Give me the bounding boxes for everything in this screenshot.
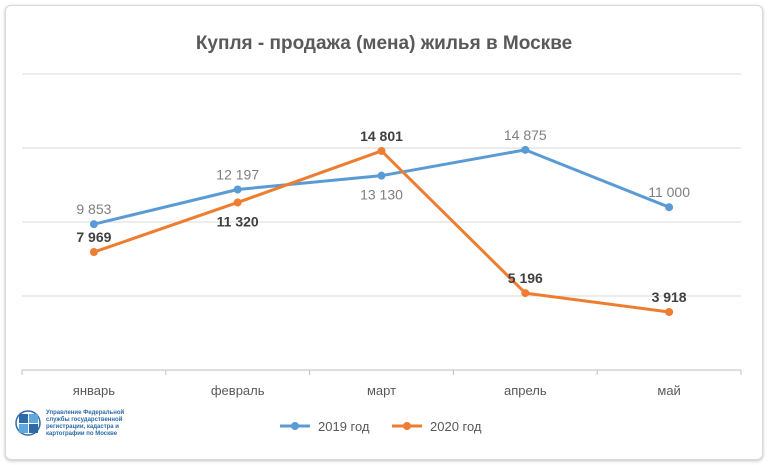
legend-marker	[403, 422, 411, 430]
data-point	[665, 203, 674, 212]
x-tick-label: май	[657, 383, 680, 398]
grid-lines	[22, 73, 741, 297]
data-point	[377, 146, 386, 155]
data-label: 9 853	[76, 201, 111, 217]
x-axis: январь февраль март апрель май	[21, 369, 742, 398]
data-label: 7 969	[76, 229, 111, 245]
series-lines	[89, 145, 674, 317]
data-label: 14 875	[504, 127, 547, 143]
logo-line-1: Управление Федеральной	[46, 409, 125, 416]
x-tick-label: апрель	[504, 383, 547, 398]
data-label: 5 196	[508, 270, 543, 286]
logo-emblem-icon	[15, 410, 41, 436]
chart-frame	[5, 5, 763, 460]
x-tick-label: февраль	[211, 383, 265, 398]
data-point	[89, 248, 98, 257]
data-point	[233, 198, 242, 207]
legend: 2019 год 2020 год	[280, 419, 482, 434]
legend-label: 2019 год	[318, 419, 370, 434]
data-point	[377, 171, 386, 180]
logo-line-4: картографии по Москве	[46, 430, 118, 437]
x-tick-label: март	[367, 383, 396, 398]
data-label: 11 000	[648, 184, 690, 200]
data-labels: 9 853 12 197 13 130 14 875 11 000 7 969 11 320…	[76, 127, 690, 305]
rosreestr-logo: Управление Федеральной службы государств…	[15, 409, 125, 437]
data-label: 3 918	[652, 289, 687, 305]
data-point	[665, 308, 674, 317]
data-label: 11 320	[217, 213, 259, 229]
legend-marker	[291, 422, 299, 430]
data-point	[521, 289, 530, 298]
data-label: 12 197	[216, 166, 259, 182]
data-point	[233, 185, 242, 194]
data-label: 14 801	[360, 128, 403, 144]
chart-title: Купля - продажа (мена) жилья в Москве	[196, 33, 572, 54]
data-label: 13 130	[360, 187, 403, 203]
x-tick-label: январь	[73, 383, 115, 398]
logo-line-2: службы государственной	[46, 416, 123, 423]
logo-line-3: регистрации, кадастра и	[46, 424, 119, 430]
data-point	[89, 220, 98, 229]
legend-label: 2020 год	[430, 419, 482, 434]
data-point	[521, 145, 530, 154]
